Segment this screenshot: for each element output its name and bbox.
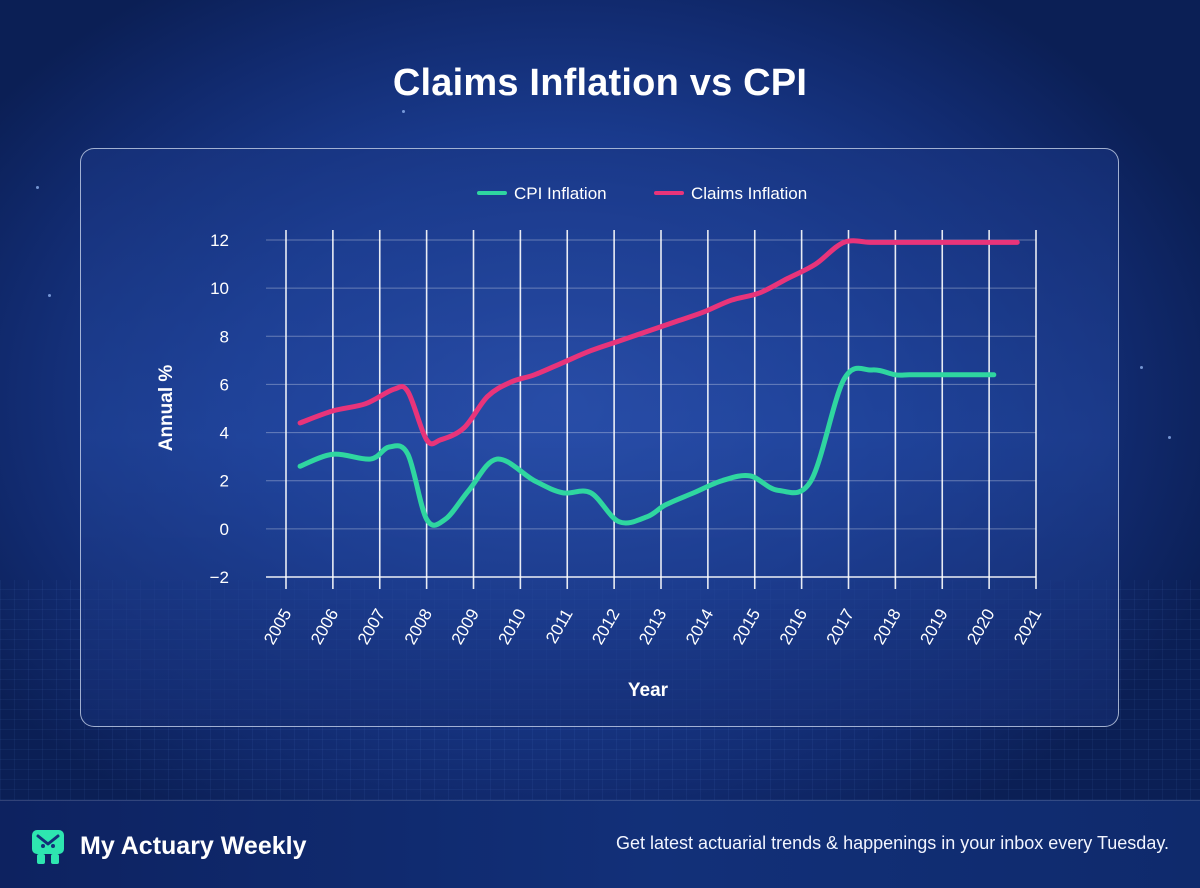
chart-legend: CPI Inflation Claims Inflation bbox=[477, 184, 807, 203]
y-axis-ticks: 12 10 8 6 4 2 0 −2 bbox=[210, 231, 229, 587]
legend-label-cpi: CPI Inflation bbox=[514, 184, 607, 203]
x-tick-label: 2010 bbox=[494, 606, 529, 648]
x-tick-label: 2011 bbox=[542, 606, 577, 647]
x-tick-label: 2017 bbox=[823, 606, 858, 648]
x-tick-label: 2009 bbox=[448, 606, 483, 648]
legend-item-claims[interactable]: Claims Inflation bbox=[654, 184, 807, 203]
footer-bar: My Actuary Weekly Get latest actuarial t… bbox=[0, 800, 1200, 888]
y-tick-label: 10 bbox=[210, 279, 229, 298]
y-axis-label: Annual % bbox=[156, 365, 177, 452]
background-star bbox=[402, 110, 405, 113]
brand-name: My Actuary Weekly bbox=[80, 831, 307, 860]
y-tick-label: −2 bbox=[210, 568, 229, 587]
x-tick-label: 2006 bbox=[307, 606, 342, 648]
background-star bbox=[1168, 436, 1171, 439]
legend-label-claims: Claims Inflation bbox=[691, 184, 807, 203]
x-tick-label: 2020 bbox=[963, 606, 998, 648]
x-tick-label: 2014 bbox=[682, 606, 717, 648]
robot-logo-icon bbox=[32, 830, 64, 864]
x-tick-label: 2005 bbox=[260, 606, 295, 648]
legend-item-cpi[interactable]: CPI Inflation bbox=[477, 184, 607, 203]
page-title: Claims Inflation vs CPI bbox=[392, 62, 808, 104]
x-tick-label: 2012 bbox=[588, 606, 623, 648]
y-tick-label: 0 bbox=[220, 520, 229, 539]
background-star bbox=[1140, 366, 1143, 369]
series-line-cpi bbox=[297, 365, 997, 528]
x-tick-label: 2015 bbox=[729, 606, 764, 648]
x-tick-label: 2008 bbox=[401, 606, 436, 648]
x-axis-label: Year bbox=[628, 680, 669, 701]
line-chart: CPI Inflation Claims Inflation 121086420… bbox=[156, 184, 1045, 701]
x-tick-label: 2018 bbox=[869, 606, 904, 648]
x-tick-label: 2013 bbox=[635, 606, 670, 648]
x-tick-label: 2016 bbox=[776, 606, 811, 648]
background-star bbox=[48, 294, 51, 297]
x-tick-label: 2007 bbox=[354, 606, 389, 648]
chart-grid bbox=[266, 230, 1037, 589]
x-tick-label: 2021 bbox=[1010, 606, 1045, 648]
x-axis-ticks: 2005 2006 2007 2008 2009 2010 2011 2012 2013 2014… bbox=[260, 606, 1045, 648]
footer-tagline: Get latest actuarial trends & happenings… bbox=[616, 833, 1169, 853]
y-tick-label: 4 bbox=[220, 424, 229, 443]
y-tick-label: 12 bbox=[210, 231, 229, 250]
brand[interactable]: My Actuary Weekly bbox=[30, 826, 307, 866]
series-line-claims bbox=[297, 238, 1020, 447]
y-tick-label: 2 bbox=[220, 472, 229, 491]
y-tick-label: 8 bbox=[220, 327, 229, 346]
background-star bbox=[36, 186, 39, 189]
chart-series bbox=[297, 238, 1020, 528]
y-tick-label: 6 bbox=[220, 375, 229, 394]
x-tick-label: 2019 bbox=[916, 606, 951, 648]
